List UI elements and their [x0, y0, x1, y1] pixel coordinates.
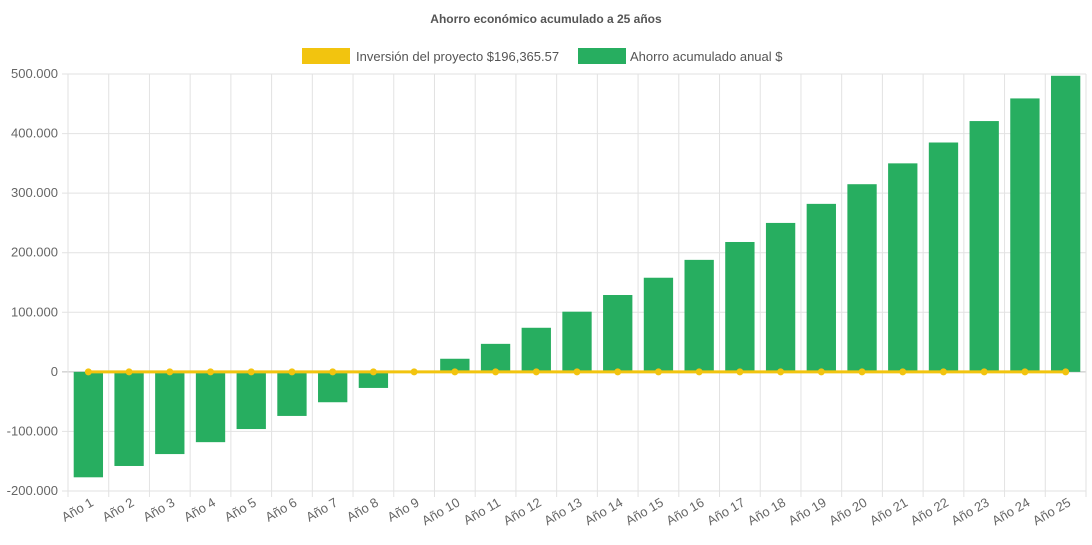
bar	[440, 358, 470, 372]
bar	[643, 277, 674, 372]
x-tick-label: Año 16	[663, 495, 706, 529]
y-tick-label: 0	[51, 364, 58, 379]
bar	[318, 371, 348, 403]
bar	[806, 203, 836, 372]
line-point	[817, 368, 825, 376]
x-tick-label: Año 24	[989, 495, 1032, 529]
x-tick-label: Año 19	[786, 495, 829, 529]
line-point	[654, 368, 662, 376]
x-tick-label: Año 22	[908, 495, 951, 529]
line-point	[125, 368, 133, 376]
x-tick-label: Año 2	[100, 495, 137, 525]
bar	[725, 241, 755, 372]
line-point	[777, 368, 785, 376]
line-series	[84, 368, 1070, 376]
bar	[765, 222, 796, 372]
bar	[236, 371, 266, 430]
x-axis: Año 1 Año 2 Año 3 Año 4 Año 5 Año 6 Año 7 Año 8…	[59, 495, 1073, 529]
x-tick-label: Año 3	[140, 495, 177, 525]
bar	[358, 371, 389, 388]
bar	[847, 184, 877, 372]
grid	[62, 73, 1087, 497]
bar	[1050, 75, 1081, 372]
y-tick-label: 100.000	[11, 304, 58, 319]
line-point	[247, 368, 255, 376]
bar	[969, 121, 999, 372]
bar	[684, 259, 714, 372]
line-point	[492, 368, 500, 376]
legend-label: Ahorro acumulado anual $	[630, 49, 783, 64]
line-point	[207, 368, 215, 376]
x-tick-label: Año 8	[344, 495, 381, 525]
y-tick-label: 400.000	[11, 126, 58, 141]
y-tick-label: 300.000	[11, 185, 58, 200]
x-tick-label: Año 12	[501, 495, 544, 529]
y-tick-label: -200.000	[7, 483, 58, 498]
line-point	[369, 368, 377, 376]
legend-swatch	[302, 48, 350, 64]
x-tick-label: Año 17	[704, 495, 747, 529]
line-point	[939, 368, 947, 376]
line-point	[451, 368, 459, 376]
bar	[114, 371, 144, 466]
x-tick-label: Año 11	[461, 495, 503, 528]
bar	[195, 371, 226, 443]
y-tick-label: 500.000	[11, 66, 58, 81]
line-point	[736, 368, 744, 376]
line-point	[614, 368, 622, 376]
bar	[521, 327, 551, 372]
line-point	[329, 368, 337, 376]
line-point	[858, 368, 866, 376]
line-point	[288, 368, 296, 376]
y-axis: -200.000 -100.000 0 100.000 200.000 300.000 40…	[7, 66, 58, 498]
line-point	[1021, 368, 1029, 376]
bar	[603, 295, 633, 372]
bar	[480, 343, 511, 372]
x-tick-label: Año 5	[222, 495, 259, 525]
x-tick-label: Año 4	[181, 495, 218, 525]
bar	[155, 371, 185, 455]
line-point	[980, 368, 988, 376]
x-tick-label: Año 1	[59, 495, 96, 525]
bar	[888, 163, 918, 372]
x-tick-label: Año 6	[263, 495, 300, 525]
line-point	[84, 368, 92, 376]
x-tick-label: Año 23	[949, 495, 992, 529]
line-point	[1062, 368, 1070, 376]
line-point	[573, 368, 581, 376]
bar	[928, 142, 959, 372]
x-tick-label: Año 10	[419, 495, 462, 529]
bar	[277, 371, 307, 416]
bar-series	[73, 75, 1081, 478]
line-point	[695, 368, 703, 376]
chart-title: Ahorro económico acumulado a 25 años	[430, 12, 662, 26]
y-tick-label: 200.000	[11, 245, 58, 260]
bar	[73, 371, 104, 478]
line-point	[166, 368, 174, 376]
line-point	[410, 368, 418, 376]
legend-swatch	[578, 48, 626, 64]
x-tick-label: Año 18	[745, 495, 788, 529]
x-tick-label: Año 15	[623, 495, 666, 529]
bar	[562, 311, 592, 372]
line-point	[899, 368, 907, 376]
x-tick-label: Año 7	[303, 495, 340, 525]
x-tick-label: Año 20	[826, 495, 869, 529]
line-point	[532, 368, 540, 376]
bar	[1010, 98, 1040, 372]
legend: Inversión del proyecto $196,365.57 Ahorro…	[302, 48, 783, 64]
x-tick-label: Año 13	[541, 495, 584, 529]
x-tick-label: Año 14	[582, 495, 625, 529]
x-tick-label: Año 25	[1030, 495, 1073, 529]
x-tick-label: Año 21	[867, 495, 910, 529]
legend-label: Inversión del proyecto $196,365.57	[356, 49, 559, 64]
y-tick-label: -100.000	[7, 423, 58, 438]
x-tick-label: Año 9	[385, 495, 422, 525]
